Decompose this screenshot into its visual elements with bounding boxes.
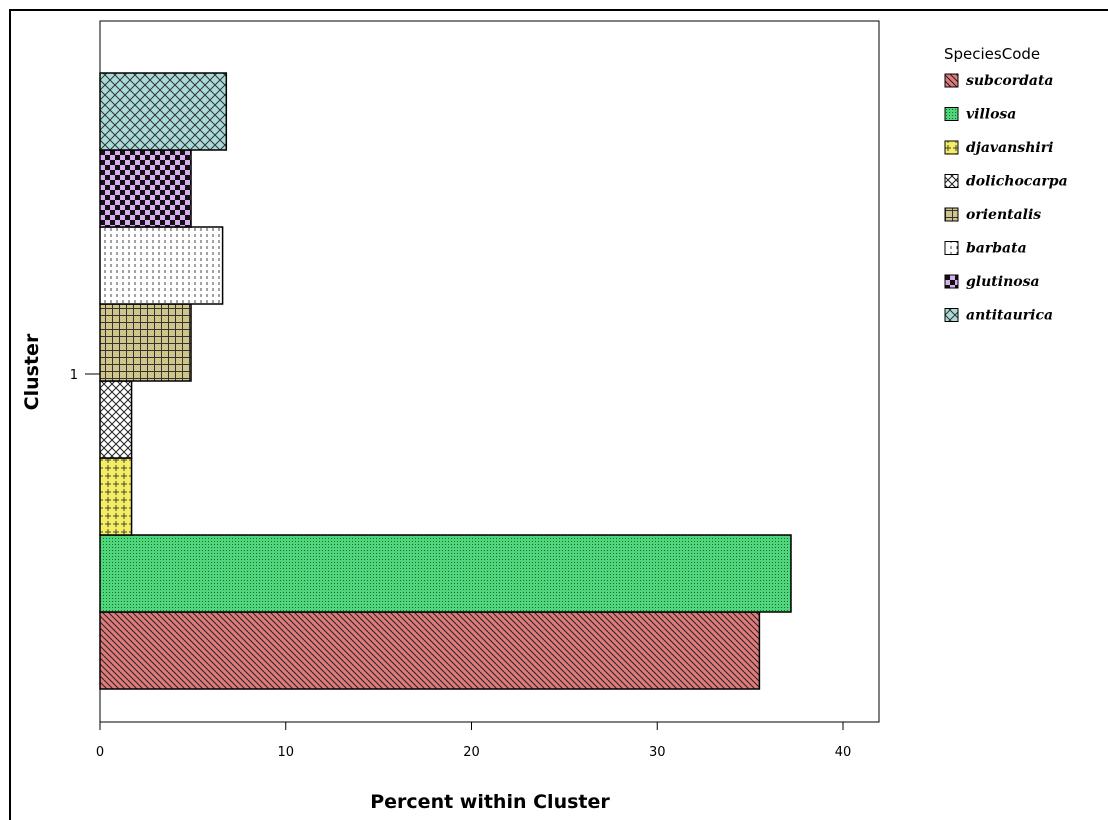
legend-label-dolichocarpa: dolichocarpa xyxy=(966,174,1068,190)
legend-swatch-dolichocarpa xyxy=(944,174,959,188)
x-tick-label-0: 0 xyxy=(96,745,104,760)
bar-subcordata xyxy=(99,611,761,690)
y-axis: 1 xyxy=(70,368,100,383)
x-tick-label-30: 30 xyxy=(649,745,666,760)
x-axis-title: Percent within Cluster xyxy=(370,791,610,813)
legend-title: SpeciesCode xyxy=(944,45,1040,63)
legend-swatch-villosa xyxy=(944,107,959,121)
legend-label-glutinosa: glutinosa xyxy=(966,274,1040,290)
bar-dolichocarpa xyxy=(99,380,133,459)
bar-djavanshiri xyxy=(99,457,133,536)
legend-label-orientalis: orientalis xyxy=(966,207,1041,223)
legend-swatch-djavanshiri xyxy=(944,140,959,155)
y-tick-label-1: 1 xyxy=(70,368,78,383)
legend-swatch-barbata xyxy=(944,241,959,255)
chart-frame xyxy=(9,9,1108,820)
legend-swatch-subcordata xyxy=(944,73,959,88)
legend-label-barbata: barbata xyxy=(966,241,1027,257)
bar-glutinosa xyxy=(99,149,192,228)
legend-label-djavanshiri: djavanshiri xyxy=(966,140,1053,156)
bar-villosa xyxy=(99,534,792,613)
y-axis-title: Cluster xyxy=(21,333,43,410)
x-axis: 0 10 20 30 40 xyxy=(96,722,851,760)
legend-swatch-orientalis xyxy=(944,207,959,222)
legend: SpeciesCode subcordata villosa djavanshiri… xyxy=(944,45,1068,324)
legend-label-antitaurica: antitaurica xyxy=(966,308,1053,324)
bar-antitaurica xyxy=(99,72,228,151)
legend-label-subcordata: subcordata xyxy=(966,73,1054,89)
x-tick-label-40: 40 xyxy=(835,745,852,760)
bar-orientalis xyxy=(99,303,192,382)
legend-swatch-antitaurica xyxy=(944,308,959,322)
bars-group xyxy=(99,72,792,690)
x-tick-label-10: 10 xyxy=(277,745,294,760)
legend-swatch-glutinosa xyxy=(944,274,959,289)
bar-barbata xyxy=(99,226,224,305)
x-tick-label-20: 20 xyxy=(463,745,480,760)
legend-label-villosa: villosa xyxy=(966,107,1016,123)
